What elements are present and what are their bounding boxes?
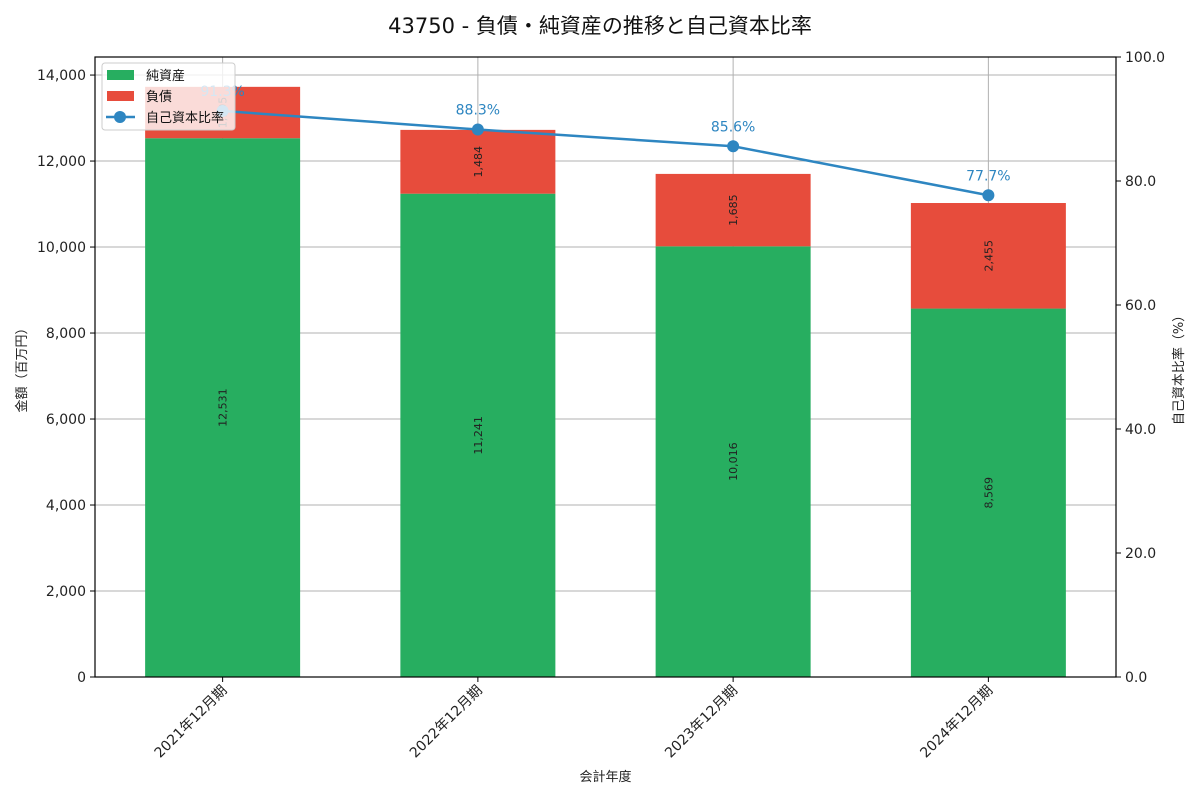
- y2-tick-label: 100.0: [1125, 50, 1165, 66]
- legend-label: 負債: [146, 90, 172, 105]
- x-axis-label: 会計年度: [579, 769, 631, 785]
- legend-label: 自己資本比率: [146, 110, 224, 126]
- bar-net-assets: [910, 308, 1066, 677]
- ratio-label: 85.6%: [711, 119, 755, 135]
- y-tick-label: 2,000: [46, 584, 86, 600]
- y2-tick-label: 80.0: [1125, 174, 1156, 190]
- x-tick-label: 2021年12月期: [152, 683, 231, 762]
- legend-label: 純資産: [146, 68, 185, 84]
- chart-title: 43750 - 負債・純資産の推移と自己資本比率: [388, 14, 812, 38]
- y-tick-label: 0: [77, 670, 86, 686]
- bar-value-label: 12,531: [217, 388, 230, 427]
- y-axis-left: 0 2,000 4,000 6,000 8,000 10,000 12,000 14,000: [37, 68, 95, 686]
- y2-axis-label: 自己資本比率（%）: [1171, 309, 1187, 425]
- y-tick-label: 8,000: [46, 326, 86, 342]
- y2-tick-label: 20.0: [1125, 546, 1156, 562]
- bar-liabilities: [910, 203, 1066, 309]
- x-tick-label: 2023年12月期: [662, 683, 741, 762]
- y-tick-label: 6,000: [46, 412, 86, 428]
- line-marker: [982, 189, 995, 202]
- bar-value-label: 8,569: [982, 477, 995, 509]
- plot-frame: [94, 56, 1117, 678]
- bar-net-assets: [145, 138, 301, 678]
- x-tick-label: 2024年12月期: [917, 683, 996, 762]
- y-axis-label: 金額（百万円）: [14, 321, 30, 412]
- bar-net-assets: [655, 246, 811, 677]
- bar-value-label: 1,484: [472, 146, 485, 178]
- y-tick-label: 10,000: [37, 240, 86, 256]
- y2-tick-label: 60.0: [1125, 298, 1156, 314]
- bars: 12,5311,19511,2411,48410,0161,6858,5692,…: [145, 86, 1066, 678]
- bar-value-label: 1,685: [727, 194, 740, 226]
- bar-net-assets: [400, 193, 556, 677]
- y2-tick-label: 0.0: [1125, 670, 1147, 686]
- ratio-label: 88.3%: [456, 103, 500, 119]
- y-tick-label: 4,000: [46, 498, 86, 514]
- legend-swatch-net-assets: [107, 70, 134, 80]
- bar-value-label: 11,241: [472, 416, 485, 455]
- y-axis-right: 0.0 20.0 40.0 60.0 80.0 100.0: [1116, 50, 1165, 686]
- bar-liabilities: [400, 129, 556, 194]
- bar-liabilities: [655, 173, 811, 247]
- line-marker: [471, 123, 484, 136]
- y-tick-label: 14,000: [37, 68, 86, 84]
- line-marker: [727, 140, 740, 153]
- equity-ratio-line: 91.3%88.3%85.6%77.7%: [200, 84, 1011, 202]
- bar-value-label: 10,016: [727, 442, 740, 481]
- bar-value-label: 2,455: [982, 240, 995, 272]
- legend-swatch-liabilities: [107, 91, 134, 101]
- x-tick-label: 2022年12月期: [407, 683, 486, 762]
- y2-tick-label: 40.0: [1125, 422, 1156, 438]
- y-tick-label: 12,000: [37, 154, 86, 170]
- x-axis: 2021年12月期 2022年12月期 2023年12月期 2024年12月期: [152, 677, 996, 762]
- ratio-label: 77.7%: [966, 168, 1010, 184]
